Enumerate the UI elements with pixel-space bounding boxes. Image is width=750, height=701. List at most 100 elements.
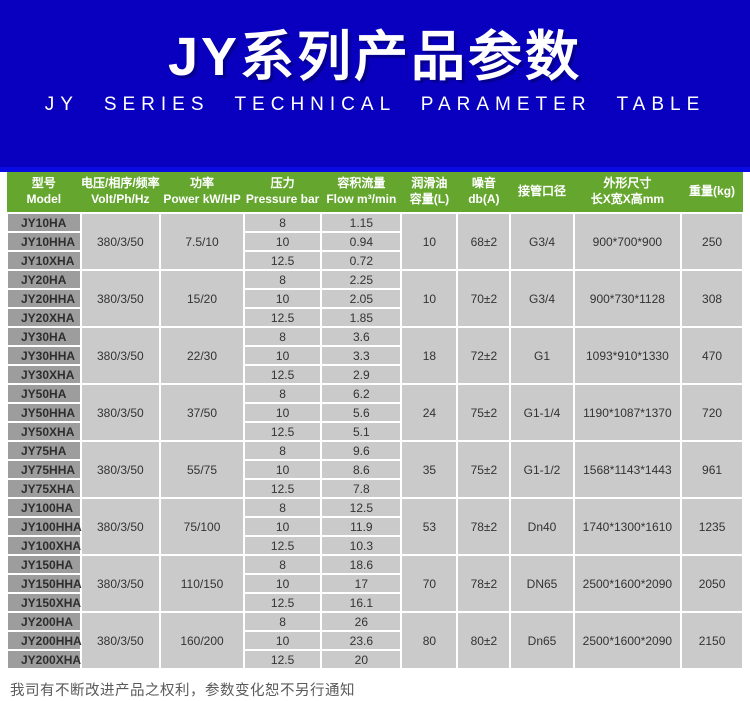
table-row: JY30XHA 12.5 2.9: [6, 364, 743, 385]
flow-cell: 11.9: [320, 516, 403, 537]
model-cell: JY10XHA: [6, 250, 82, 271]
table-row: JY200XHA 12.5 20: [6, 649, 743, 670]
flow-cell: 9.6: [320, 440, 403, 461]
volt-cell: 380/3/50: [79, 212, 162, 271]
flow-cell: 6.2: [320, 383, 403, 404]
power-cell: 15/20: [159, 269, 245, 328]
table-row: JY50XHA 12.5 5.1: [6, 421, 743, 442]
flow-cell: 16.1: [320, 592, 403, 613]
header-cell: 型号 Model: [7, 172, 81, 213]
flow-cell: 3.3: [320, 345, 403, 366]
pressure-cell: 8: [242, 554, 323, 575]
noise-cell: 68±2: [456, 212, 512, 271]
noise-cell: 72±2: [456, 326, 512, 385]
table-row: JY10XHA 12.5 0.72: [6, 250, 743, 271]
table-header: 型号 Model 电压/相序/频率 Volt/Ph/Hz 功率 Power kW/HP 压力…: [7, 172, 743, 213]
dimensions-cell: 1568*1143*1443: [572, 440, 683, 499]
table-row: JY30HHA 10 3.3: [6, 345, 743, 366]
dimensions-cell: 1093*910*1330: [572, 326, 683, 385]
model-cell: JY75HHA: [6, 459, 82, 480]
volt-cell: 380/3/50: [79, 269, 162, 328]
table-row: JY30HA 380/3/50 22/30 8 3.6 18 72±2 G1 1093*910*…: [6, 326, 744, 385]
oil-capacity-cell: 53: [400, 497, 459, 556]
table-body: JY10HA 380/3/50 7.5/10 8 1.15 10 68±2 G3/4 900*7…: [6, 212, 744, 670]
model-cell: JY50HHA: [6, 402, 82, 423]
flow-cell: 10.3: [320, 535, 403, 556]
weight-cell: 250: [680, 212, 744, 271]
table-row: JY100HA 380/3/50 75/100 8 12.5 53 78±2 Dn40 1740…: [6, 497, 744, 556]
power-cell: 160/200: [159, 611, 245, 670]
header-cell: 噪音 db(A): [457, 172, 511, 213]
weight-cell: 1235: [680, 497, 744, 556]
pressure-cell: 12.5: [242, 535, 323, 556]
pressure-cell: 12.5: [242, 421, 323, 442]
model-cell: JY10HA: [6, 212, 82, 233]
header-cell: 压力 Pressure bar: [243, 172, 322, 213]
pipe-diameter-cell: DN65: [509, 554, 575, 613]
noise-cell: 78±2: [456, 554, 512, 613]
weight-cell: 2050: [680, 554, 744, 613]
pressure-cell: 10: [242, 402, 323, 423]
pressure-cell: 8: [242, 326, 323, 347]
flow-cell: 23.6: [320, 630, 403, 651]
flow-cell: 17: [320, 573, 403, 594]
hero-banner: JY系列产品参数 JY SERIES TECHNICAL PARAMETER T…: [0, 0, 750, 172]
noise-cell: 75±2: [456, 383, 512, 442]
flow-cell: 5.1: [320, 421, 403, 442]
table-row: JY75HHA 10 8.6: [6, 459, 743, 480]
pressure-cell: 8: [242, 212, 323, 233]
model-cell: JY10HHA: [6, 231, 82, 252]
table-row: JY10HHA 10 0.94: [6, 231, 743, 252]
flow-cell: 3.6: [320, 326, 403, 347]
volt-cell: 380/3/50: [79, 554, 162, 613]
model-cell: JY50XHA: [6, 421, 82, 442]
table-row: JY100XHA 12.5 10.3: [6, 535, 743, 556]
header-cell: 功率 Power kW/HP: [160, 172, 244, 213]
pressure-cell: 10: [242, 573, 323, 594]
oil-capacity-cell: 24: [400, 383, 459, 442]
pressure-cell: 12.5: [242, 649, 323, 670]
pressure-cell: 8: [242, 497, 323, 518]
pressure-cell: 12.5: [242, 592, 323, 613]
weight-cell: 961: [680, 440, 744, 499]
model-cell: JY200XHA: [6, 649, 82, 670]
model-cell: JY20XHA: [6, 307, 82, 328]
flow-cell: 0.94: [320, 231, 403, 252]
flow-cell: 0.72: [320, 250, 403, 271]
pressure-cell: 10: [242, 516, 323, 537]
flow-cell: 1.15: [320, 212, 403, 233]
weight-cell: 720: [680, 383, 744, 442]
dimensions-cell: 900*730*1128: [572, 269, 683, 328]
footer-note: 我司有不断改进产品之权利，参数变化恕不另行通知: [10, 683, 355, 699]
table-row: JY75XHA 12.5 7.8: [6, 478, 743, 499]
pipe-diameter-cell: G3/4: [509, 269, 575, 328]
page-subtitle: JY SERIES TECHNICAL PARAMETER TABLE: [44, 94, 706, 116]
pressure-cell: 8: [242, 611, 323, 632]
volt-cell: 380/3/50: [79, 611, 162, 670]
flow-cell: 8.6: [320, 459, 403, 480]
pressure-cell: 10: [242, 345, 323, 366]
dimensions-cell: 900*700*900: [572, 212, 683, 271]
dimensions-cell: 2500*1600*2090: [572, 554, 683, 613]
header-cell: 电压/相序/频率 Volt/Ph/Hz: [80, 172, 161, 213]
table-row: JY10HA 380/3/50 7.5/10 8 1.15 10 68±2 G3/4 900*7…: [6, 212, 744, 271]
table-row: JY20HHA 10 2.05: [6, 288, 743, 309]
parameter-table: 型号 Model 电压/相序/频率 Volt/Ph/Hz 功率 Power kW/HP 压力…: [6, 172, 744, 670]
model-cell: JY20HHA: [6, 288, 82, 309]
flow-cell: 12.5: [320, 497, 403, 518]
pressure-cell: 12.5: [242, 250, 323, 271]
table-row: JY150HHA 10 17: [6, 573, 743, 594]
oil-capacity-cell: 18: [400, 326, 459, 385]
table-row: JY20XHA 12.5 1.85: [6, 307, 743, 328]
table-row: JY150XHA 12.5 16.1: [6, 592, 743, 613]
oil-capacity-cell: 70: [400, 554, 459, 613]
table-row: JY100HHA 10 11.9: [6, 516, 743, 537]
flow-cell: 18.6: [320, 554, 403, 575]
flow-cell: 2.05: [320, 288, 403, 309]
flow-cell: 7.8: [320, 478, 403, 499]
pressure-cell: 8: [242, 383, 323, 404]
model-cell: JY150XHA: [6, 592, 82, 613]
pressure-cell: 12.5: [242, 307, 323, 328]
hero-accent-strip: [0, 167, 750, 172]
